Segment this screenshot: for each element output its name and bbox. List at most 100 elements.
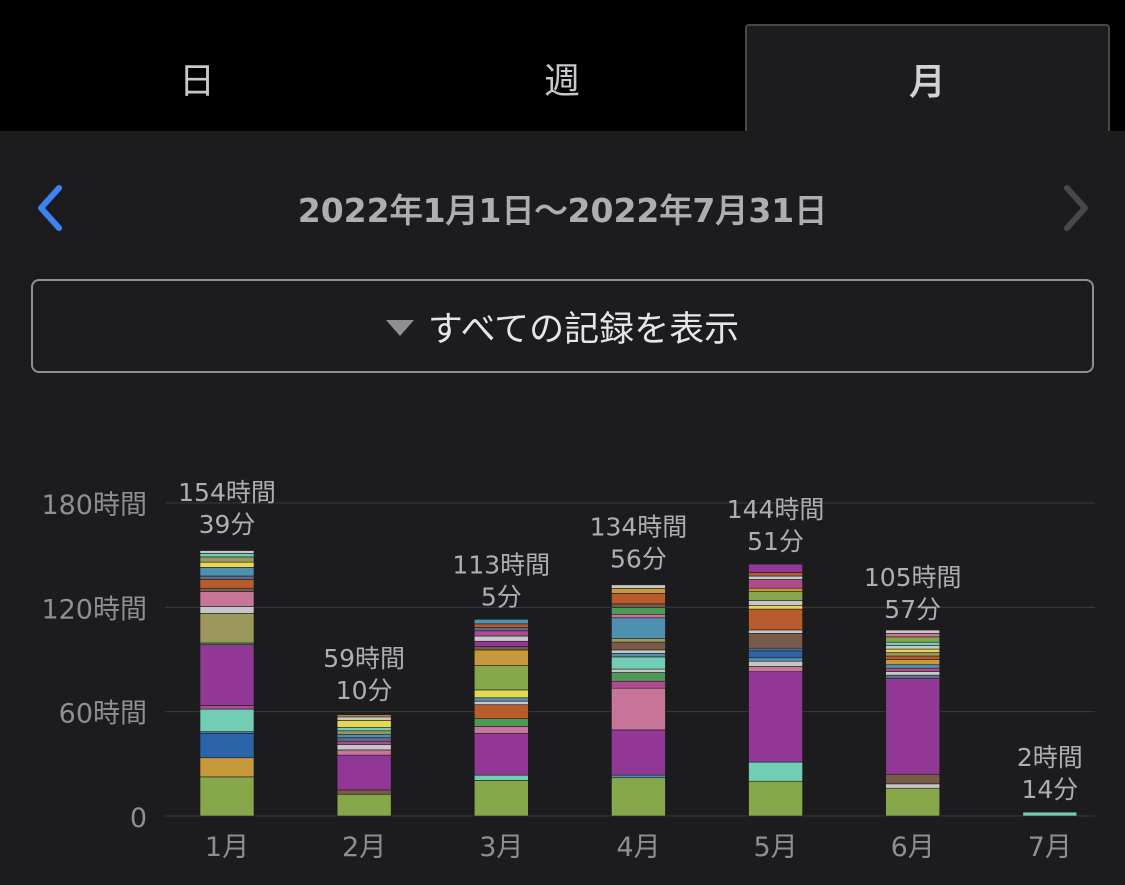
x-tick-label: 6月 — [891, 832, 935, 863]
bar-segment — [473, 627, 529, 632]
bar-segment — [336, 716, 392, 721]
bar-segment — [611, 687, 666, 731]
bar-total-hours-label: 59時間 — [323, 644, 405, 673]
bar-segment — [199, 567, 255, 577]
x-tick-label: 4月 — [616, 832, 660, 863]
bar-segment — [611, 777, 666, 817]
bar-segment — [611, 613, 666, 619]
bar-segment — [748, 666, 803, 672]
bar-total-minutes-label: 56分 — [610, 544, 667, 573]
bar-segment — [199, 705, 255, 710]
x-tick-label: 1月 — [205, 832, 249, 863]
bar-segment — [611, 638, 666, 643]
bar-segment — [748, 671, 803, 763]
y-tick-label: 60時間 — [59, 699, 147, 730]
chevron-right-icon — [1064, 185, 1088, 231]
bar-segment — [199, 708, 255, 732]
previous-period-button[interactable] — [28, 180, 78, 236]
bar-segment — [473, 718, 529, 727]
bar-segment — [336, 720, 392, 728]
bar-segment — [473, 774, 529, 781]
bar-segment — [336, 737, 392, 742]
next-period-button[interactable] — [1048, 180, 1098, 236]
bar-segment — [199, 644, 255, 706]
bar-segment — [748, 587, 803, 592]
bar-segment — [611, 593, 666, 605]
bar-segment — [199, 591, 255, 607]
bar-segment — [611, 588, 666, 594]
bar-segment — [473, 649, 529, 666]
bar-segment — [336, 730, 392, 735]
bar-segment — [1022, 811, 1078, 817]
bar-segment — [885, 652, 941, 657]
bar-segment — [611, 603, 666, 608]
bar-segment — [473, 700, 529, 706]
bar-segment — [336, 714, 392, 718]
bar-segment — [473, 704, 529, 719]
x-tick-label: 5月 — [753, 832, 797, 863]
bar-segment — [611, 649, 666, 654]
bar-segment — [199, 561, 255, 568]
bar-segment — [199, 613, 255, 644]
bar-segment — [885, 648, 941, 653]
bar-segment — [885, 787, 941, 817]
tab-day[interactable]: 日 — [178, 60, 215, 102]
record-filter-button[interactable]: すべての記録を表示 — [31, 279, 1094, 373]
bar-segment — [885, 645, 941, 650]
date-range-label: 2022年1月1日〜2022年7月31日 — [297, 191, 828, 230]
bar-segment — [336, 793, 392, 817]
bar-segment — [611, 607, 666, 615]
bar-total-hours-label: 2時間 — [1017, 743, 1083, 772]
bar-segment — [336, 740, 392, 746]
bar-segment — [748, 761, 803, 782]
bar-segment — [473, 619, 529, 625]
bar-segment — [611, 680, 666, 689]
bar-segment — [885, 783, 941, 789]
y-tick-label: 180時間 — [41, 490, 147, 521]
bar-segment — [748, 657, 803, 662]
bar-segment — [885, 629, 941, 634]
bar-segment — [748, 629, 803, 634]
tab-week[interactable]: 週 — [543, 60, 580, 102]
bar-total-hours-label: 154時間 — [178, 478, 276, 507]
bar-segment — [748, 780, 803, 817]
caret-down-icon — [385, 320, 414, 336]
bar-segment — [611, 617, 666, 639]
bar-segment — [199, 575, 255, 580]
chevron-left-icon — [38, 185, 62, 231]
x-tick-label: 2月 — [342, 832, 386, 863]
bar-total-hours-label: 134時間 — [590, 512, 688, 541]
bar-segment — [748, 633, 803, 649]
bar-segment — [473, 623, 529, 628]
bar-segment — [611, 641, 666, 651]
bar-segment — [336, 744, 392, 751]
bar-segment — [473, 697, 529, 702]
bar-segment — [199, 579, 255, 589]
bar-segment — [336, 749, 392, 756]
bar-segment — [473, 726, 529, 734]
bar-segment — [885, 667, 941, 672]
bar-total-minutes-label: 51分 — [747, 527, 804, 556]
x-tick-label: 3月 — [479, 832, 523, 863]
monthly-stacked-bar-chart: 0 60時間 120時間 180時間 154時間 39分 1月 59時間 10分 2月 113時間 5… — [41, 478, 1095, 863]
bar-total-minutes-label: 5分 — [481, 582, 522, 611]
bar-segment — [611, 653, 666, 658]
bar-segment — [611, 729, 666, 776]
bar-segment — [473, 635, 529, 642]
bar-segment — [473, 689, 529, 699]
y-tick-label: 0 — [130, 803, 147, 834]
bar-segment — [748, 572, 803, 577]
bar-segment — [748, 647, 803, 652]
bar-segment — [748, 660, 803, 667]
filter-label: すべての記録を表示 — [427, 309, 740, 350]
bar-total-minutes-label: 57分 — [884, 595, 941, 624]
bar-segment — [885, 678, 941, 775]
y-tick-label: 120時間 — [41, 594, 147, 625]
bar-segment — [885, 655, 941, 660]
bar-segment — [336, 789, 392, 795]
bar-segment — [748, 608, 803, 631]
bar-segment — [199, 757, 255, 778]
bar-segment — [885, 674, 941, 679]
bar-segment — [748, 591, 803, 601]
tab-month[interactable]: 月 — [745, 24, 1110, 131]
